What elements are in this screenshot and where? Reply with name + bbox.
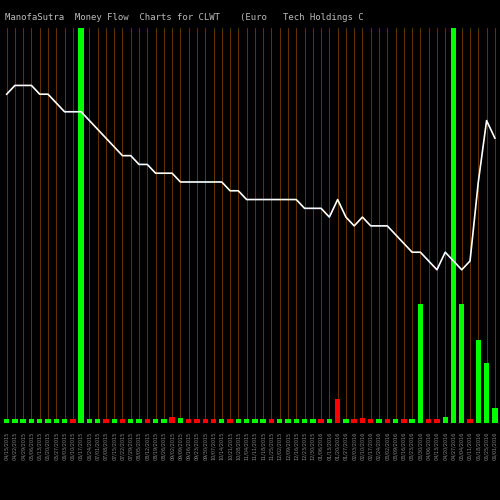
Bar: [343, 419, 348, 422]
Bar: [170, 416, 175, 422]
Bar: [20, 420, 26, 422]
Bar: [401, 420, 406, 422]
Bar: [492, 408, 498, 422]
Bar: [468, 420, 472, 422]
Bar: [103, 420, 108, 422]
Bar: [219, 420, 224, 422]
Bar: [228, 420, 233, 422]
Bar: [302, 420, 307, 422]
Bar: [310, 420, 316, 422]
Bar: [46, 420, 51, 422]
Bar: [70, 420, 75, 422]
Bar: [144, 420, 150, 422]
Bar: [459, 304, 464, 422]
Bar: [62, 420, 68, 422]
Bar: [277, 420, 282, 422]
Bar: [120, 420, 125, 422]
Text: (Euro   Tech Holdings C: (Euro Tech Holdings C: [240, 12, 364, 22]
Bar: [410, 420, 415, 422]
Bar: [318, 420, 324, 422]
Bar: [194, 420, 200, 422]
Bar: [368, 420, 374, 422]
Bar: [29, 420, 34, 422]
Bar: [484, 363, 490, 422]
Bar: [442, 416, 448, 422]
Bar: [161, 420, 166, 422]
Bar: [244, 420, 250, 422]
Bar: [78, 28, 84, 422]
Bar: [434, 420, 440, 422]
Bar: [335, 399, 340, 422]
Bar: [153, 420, 158, 422]
Bar: [178, 418, 183, 422]
Bar: [252, 420, 258, 422]
Text: ManofaSutra  Money Flow  Charts for CLWT: ManofaSutra Money Flow Charts for CLWT: [5, 12, 220, 22]
Bar: [136, 420, 141, 422]
Bar: [393, 420, 398, 422]
Bar: [86, 420, 92, 422]
Bar: [186, 420, 192, 422]
Bar: [202, 420, 208, 422]
Bar: [418, 304, 423, 422]
Bar: [286, 420, 290, 422]
Bar: [128, 420, 134, 422]
Bar: [112, 420, 117, 422]
Bar: [95, 420, 100, 422]
Bar: [260, 420, 266, 422]
Bar: [360, 418, 365, 422]
Bar: [376, 420, 382, 422]
Bar: [236, 420, 241, 422]
Bar: [352, 420, 357, 422]
Bar: [54, 420, 59, 422]
Bar: [4, 420, 10, 422]
Bar: [211, 420, 216, 422]
Bar: [294, 420, 299, 422]
Bar: [426, 420, 432, 422]
Bar: [326, 420, 332, 422]
Bar: [476, 340, 481, 422]
Bar: [268, 420, 274, 422]
Bar: [450, 28, 456, 422]
Bar: [37, 420, 43, 422]
Bar: [384, 420, 390, 422]
Bar: [12, 420, 18, 422]
